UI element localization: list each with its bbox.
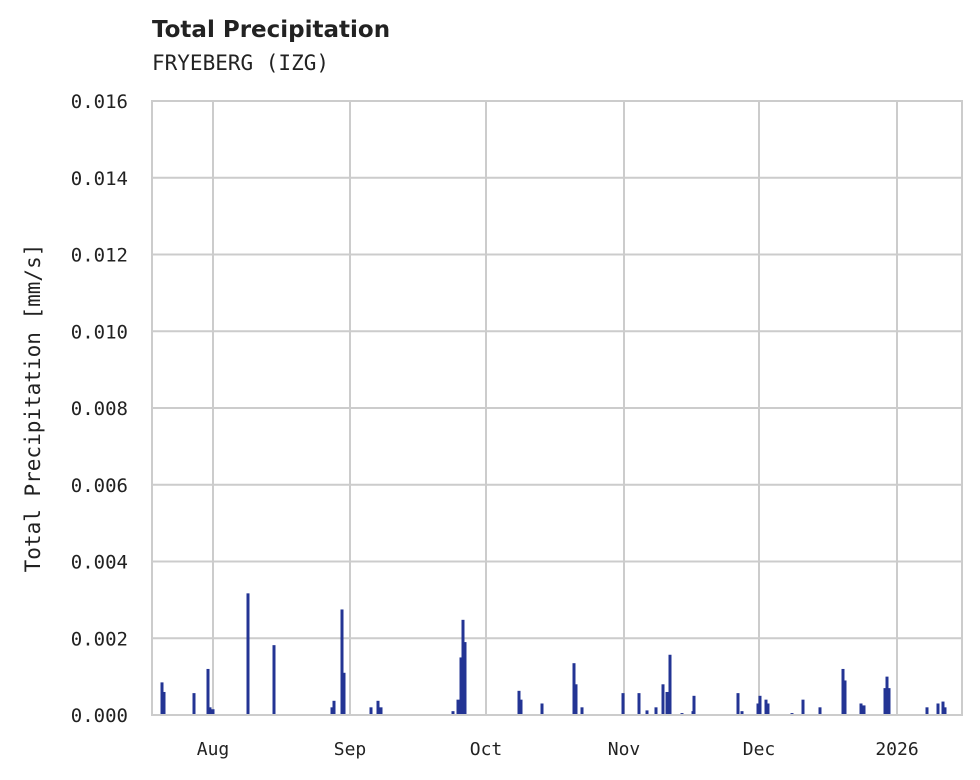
precip-bar <box>645 710 649 715</box>
chart-title: Total Precipitation <box>152 17 391 43</box>
precip-bar <box>192 693 196 715</box>
grid-lines <box>152 100 962 716</box>
precip-bar <box>369 707 373 715</box>
y-tick-label: 0.002 <box>71 628 128 650</box>
precip-bar <box>459 657 463 715</box>
y-tick-label: 0.010 <box>71 321 128 343</box>
precip-bar <box>208 707 212 715</box>
y-tick-label: 0.012 <box>71 245 128 267</box>
precip-bar <box>456 699 460 715</box>
chart-subtitle: FRYEBERG (IZG) <box>152 51 330 75</box>
precip-bar <box>379 707 383 715</box>
precip-bar <box>736 693 740 715</box>
precip-bar <box>859 703 863 715</box>
y-tick-label: 0.006 <box>71 475 128 497</box>
data-bars <box>160 593 947 715</box>
precip-bar <box>862 705 866 715</box>
precip-bar <box>637 693 641 715</box>
precip-bar <box>621 693 625 715</box>
precip-bar <box>580 707 584 715</box>
precip-bar <box>332 700 336 715</box>
precip-bar <box>540 703 544 715</box>
precip-bar <box>758 695 762 715</box>
precip-bar <box>342 672 346 715</box>
x-tick-label: 2026 <box>875 739 918 760</box>
precip-bar <box>463 642 467 715</box>
precip-bar <box>246 593 250 715</box>
x-tick-label: Aug <box>197 739 230 760</box>
y-tick-label: 0.008 <box>71 398 128 420</box>
precip-bar <box>801 699 805 715</box>
x-tick-label: Sep <box>334 739 367 760</box>
precip-bar <box>654 707 658 715</box>
y-axis-ticks: 0.000 0.002 0.004 0.006 0.008 0.010 0.012 0.014… <box>71 91 128 727</box>
precip-bar <box>941 701 945 715</box>
x-axis-ticks: Aug Sep Oct Nov Dec 2026 <box>197 739 919 760</box>
x-tick-label: Oct <box>470 739 503 760</box>
precip-bar <box>211 709 215 715</box>
precip-bar <box>841 668 845 715</box>
precip-bar <box>843 680 847 715</box>
precip-bar <box>162 691 166 715</box>
precip-bar <box>740 711 744 715</box>
precip-bar <box>376 700 380 715</box>
precip-bar <box>936 703 940 715</box>
precip-bar <box>885 676 889 715</box>
precip-bar <box>661 684 665 715</box>
precip-bar <box>668 654 672 715</box>
y-tick-label: 0.016 <box>71 91 128 113</box>
precip-bar <box>572 663 576 715</box>
precip-bar <box>340 609 344 715</box>
plot-frame <box>151 100 963 716</box>
precip-bar <box>330 707 334 715</box>
precip-bar <box>574 684 578 715</box>
precip-bar <box>160 682 164 715</box>
precip-bar <box>883 688 887 715</box>
precip-bar <box>887 688 891 715</box>
precip-bar <box>665 691 669 715</box>
precip-bar <box>206 668 210 715</box>
precip-bar <box>766 703 770 715</box>
precip-bar <box>461 619 465 715</box>
y-tick-label: 0.004 <box>71 552 128 574</box>
precip-bar <box>764 699 768 715</box>
x-tick-label: Dec <box>743 739 776 760</box>
y-axis-label: Total Precipitation [mm/s] <box>21 244 45 573</box>
y-tick-label: 0.014 <box>71 168 128 190</box>
precip-bar <box>943 707 947 715</box>
y-tick-label: 0.000 <box>71 705 128 727</box>
precip-bar <box>925 707 929 715</box>
precip-bar <box>818 707 822 715</box>
precip-bar <box>517 690 521 715</box>
precip-bar <box>756 703 760 715</box>
precip-bar <box>692 695 696 715</box>
precip-bar <box>272 645 276 715</box>
precip-bar <box>451 711 455 715</box>
x-tick-label: Nov <box>608 739 641 760</box>
precip-bar <box>519 699 523 715</box>
